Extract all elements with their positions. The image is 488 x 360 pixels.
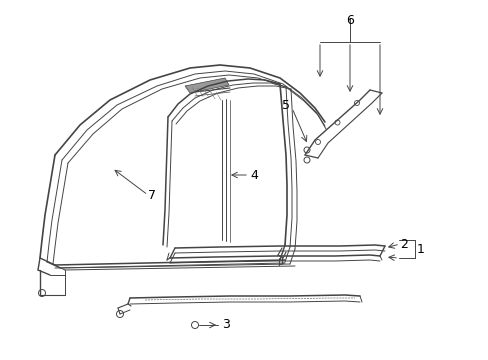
Text: 5: 5 xyxy=(282,99,289,112)
Polygon shape xyxy=(184,78,228,93)
Text: 3: 3 xyxy=(222,319,229,332)
Text: 1: 1 xyxy=(416,243,424,256)
Text: 4: 4 xyxy=(249,168,257,181)
Text: 2: 2 xyxy=(399,238,407,251)
Text: 7: 7 xyxy=(148,189,156,202)
Text: 6: 6 xyxy=(346,14,353,27)
